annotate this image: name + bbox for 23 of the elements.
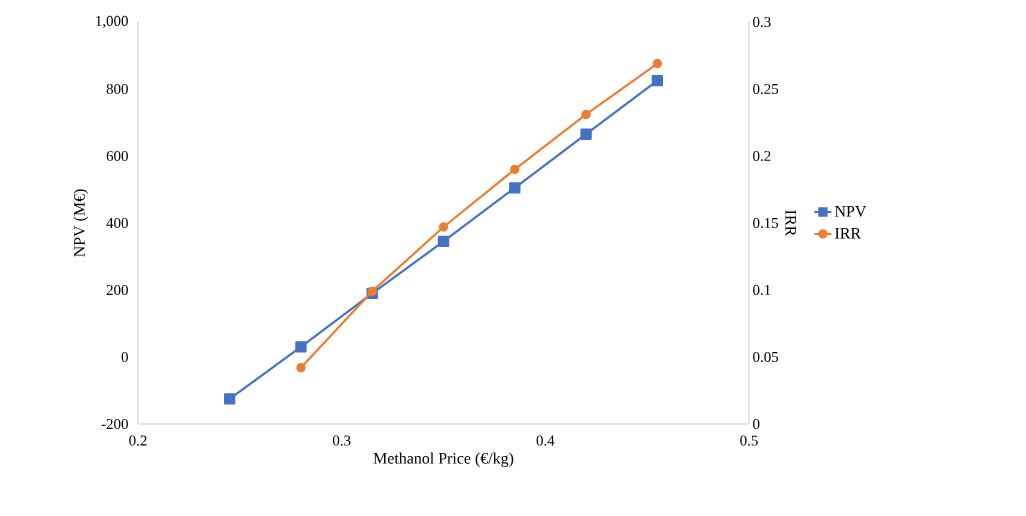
x-axis-title: Methanol Price (€/kg) bbox=[373, 452, 514, 467]
y-tick-label: 400 bbox=[106, 217, 128, 229]
y2-tick-label: 0.2 bbox=[753, 150, 771, 162]
y-tick-label: 200 bbox=[106, 284, 128, 296]
legend-label: IRR bbox=[835, 227, 862, 239]
y-tick-label: 0 bbox=[121, 351, 128, 363]
x-tick-label: 0.4 bbox=[536, 435, 555, 446]
y2-axis-title: IRR bbox=[785, 210, 796, 237]
y-tick-label: 1,000 bbox=[96, 15, 128, 29]
x-tick-label: 0.5 bbox=[740, 435, 758, 446]
y2-tick-label: 0.25 bbox=[753, 83, 779, 95]
y-axis-title: NPV (M€) bbox=[73, 189, 89, 257]
y-tick-label: -200 bbox=[101, 418, 128, 430]
legend-label: NPV bbox=[834, 206, 867, 217]
y2-tick-label: 0 bbox=[753, 418, 760, 430]
x-tick-label: 0.2 bbox=[129, 435, 147, 446]
y2-tick-label: 0.15 bbox=[753, 217, 779, 229]
y2-tick-label: 0.05 bbox=[753, 351, 779, 363]
x-tick-label: 0.3 bbox=[332, 435, 351, 446]
y2-tick-label: 0.3 bbox=[753, 16, 771, 28]
y-tick-label: 800 bbox=[106, 83, 128, 95]
y-tick-label: 600 bbox=[106, 150, 128, 162]
y2-tick-label: 0.1 bbox=[753, 284, 771, 296]
